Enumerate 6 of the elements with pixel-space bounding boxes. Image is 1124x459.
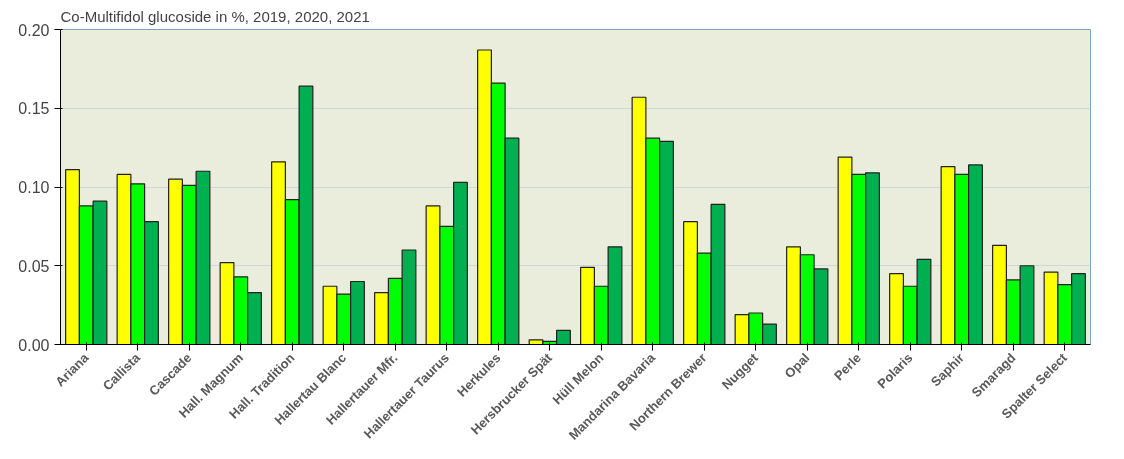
y-tick-label: 0.20	[18, 21, 50, 39]
y-tick-label: 0.00	[18, 336, 50, 354]
chart-title: Co-Multifidol glucoside in %, 2019, 2020, 2021	[60, 7, 370, 25]
y-tick-label: 0.05	[18, 257, 50, 275]
y-tick-label: 0.10	[18, 179, 50, 196]
y-tick-label: 0.15	[18, 100, 50, 118]
